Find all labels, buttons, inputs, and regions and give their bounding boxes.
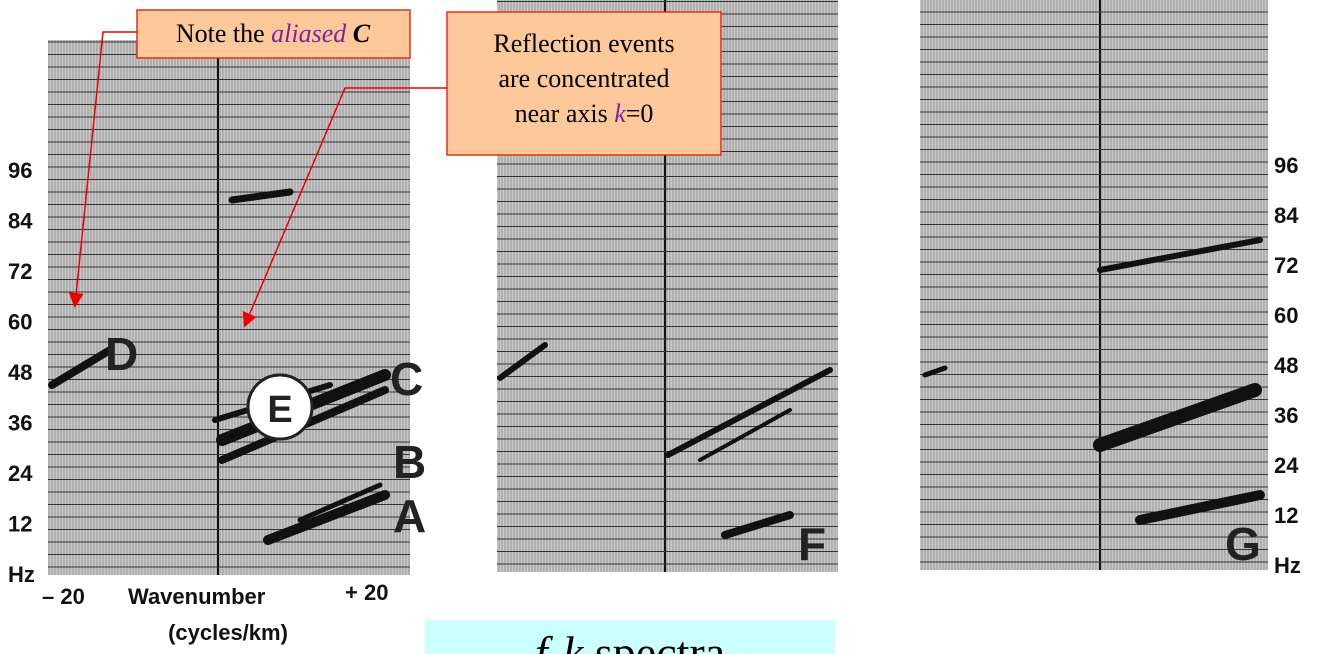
x-axis-unit: (cycles/km) xyxy=(168,620,288,645)
callout-part: aliased xyxy=(271,19,347,48)
y-tick-label: 96 xyxy=(8,158,32,183)
y-tick-label: 84 xyxy=(8,209,33,234)
y-tick-label: 12 xyxy=(1274,503,1298,528)
callout-text: Note the aliased C xyxy=(176,19,371,48)
y-tick-label: 24 xyxy=(8,461,33,486)
panel-label: B xyxy=(393,436,426,488)
x-axis-label: Wavenumber xyxy=(128,584,266,609)
panel-label: E xyxy=(267,389,292,431)
callout-part: =0 xyxy=(626,99,654,128)
callout-line: near axis k=0 xyxy=(515,99,654,128)
panel-label: A xyxy=(393,490,426,542)
y-tick-label: Hz xyxy=(1274,553,1301,578)
y-tick-label: Hz xyxy=(8,562,35,587)
callout-part: Note the xyxy=(176,19,265,48)
y-tick-label: 84 xyxy=(1274,203,1299,228)
y-tick-label: 36 xyxy=(1274,403,1298,428)
panel xyxy=(920,0,1268,570)
callout-part: k xyxy=(614,99,626,128)
y-tick-label: 96 xyxy=(1274,153,1298,178)
x-axis-left: – 20 xyxy=(42,584,85,609)
title-part: spectra xyxy=(595,627,725,654)
y-tick-label: 24 xyxy=(1274,453,1299,478)
y-tick-label: 60 xyxy=(8,310,32,335)
y-tick-label: 12 xyxy=(8,512,32,537)
panel-label: C xyxy=(390,353,423,405)
y-tick-label: 72 xyxy=(1274,253,1298,278)
x-axis-right: + 20 xyxy=(345,580,388,605)
title: f-k spectra xyxy=(535,627,725,654)
y-tick-label: 48 xyxy=(1274,353,1298,378)
panel-label: F xyxy=(798,518,826,570)
y-tick-label: 48 xyxy=(8,360,32,385)
panel-label: D xyxy=(105,328,138,380)
title-part: k xyxy=(563,627,585,654)
callout-part: near axis xyxy=(515,99,608,128)
title-part: - xyxy=(548,627,563,654)
y-tick-label: 36 xyxy=(8,411,32,436)
slide: D C E B A F G 96 84 72 60 48 36 24 12 Hz 96 84 72 60… xyxy=(0,0,1325,654)
callout-line: Reflection events xyxy=(493,29,674,58)
y-tick-label: 72 xyxy=(8,259,32,284)
callout-line: are concentrated xyxy=(498,64,669,93)
callout-part: C xyxy=(353,19,371,48)
y-tick-label: 60 xyxy=(1274,303,1298,328)
panel-label: G xyxy=(1225,518,1261,570)
